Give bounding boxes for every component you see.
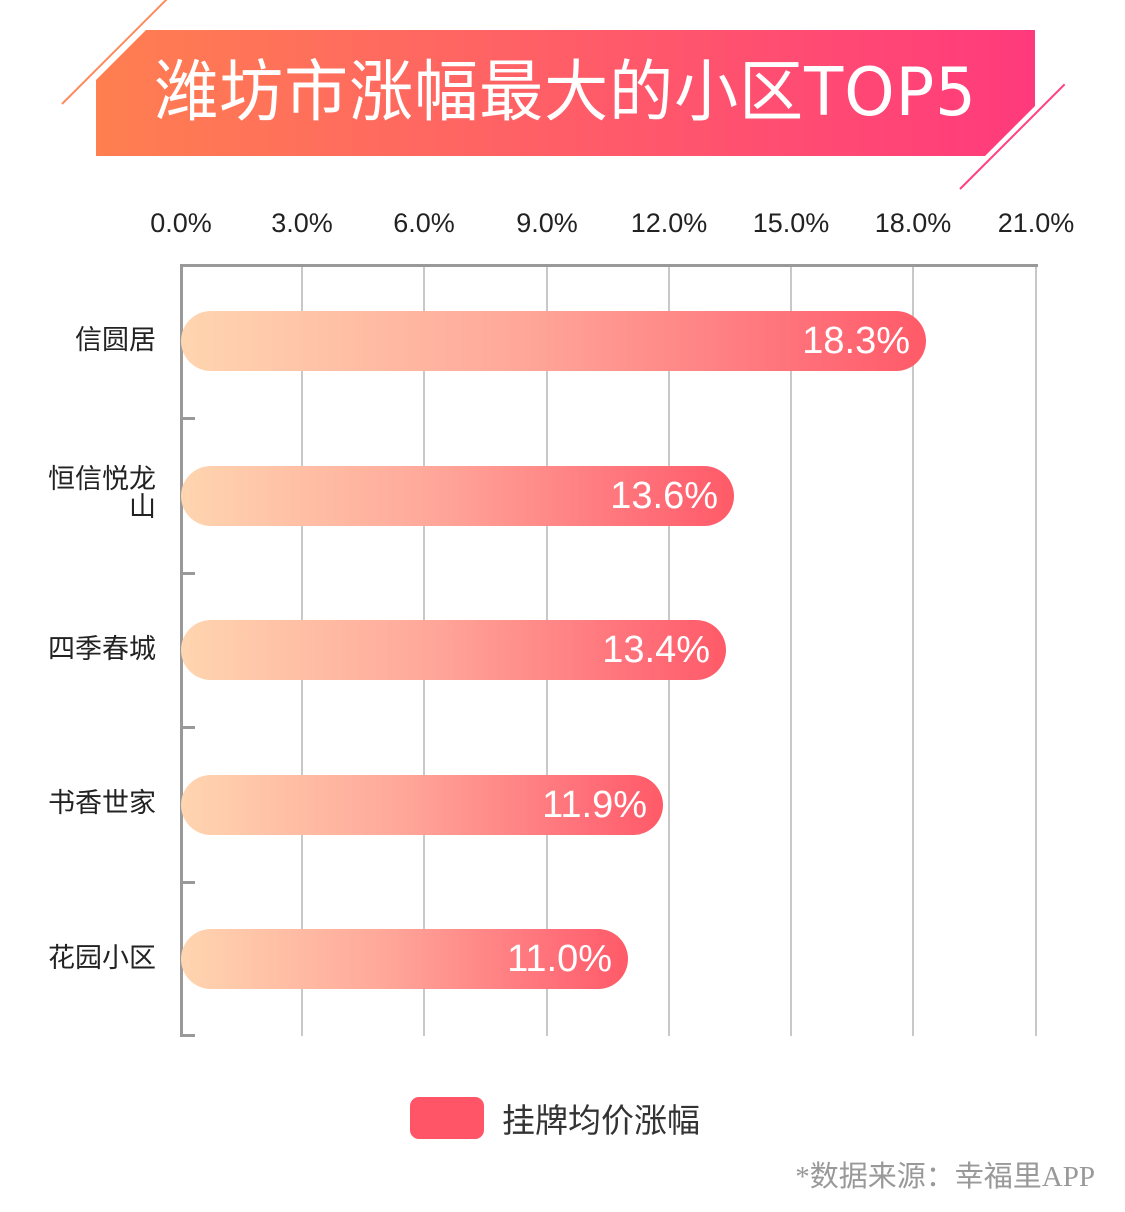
y-axis-tick (183, 417, 195, 420)
bar-value-label: 18.3% (802, 320, 910, 362)
chart-title: 潍坊市涨幅最大的小区TOP5 (154, 54, 977, 132)
x-tick-label: 12.0% (630, 208, 708, 238)
title-banner: 潍坊市涨幅最大的小区TOP5 (96, 30, 1035, 156)
gridline (912, 266, 914, 1036)
category-label-text: 恒信悦龙 (48, 464, 156, 495)
bar-siji-chuncheng: 13.4% (181, 620, 726, 680)
legend-swatch (410, 1097, 484, 1139)
x-tick-label: 0.0% (150, 208, 212, 238)
category-label-text: 四季春城 (48, 634, 156, 665)
legend-label: 挂牌均价涨幅 (502, 1101, 700, 1140)
category-label: 信圆居 (0, 327, 156, 355)
data-source-note: *数据来源：幸福里APP (795, 1161, 1095, 1193)
category-label: 四季春城 (0, 636, 156, 664)
bar-value-label: 13.4% (602, 629, 710, 671)
bar-hengxin-yuelongshan: 13.6% (181, 466, 734, 526)
gridline (790, 266, 792, 1036)
category-label-text: 书香世家 (48, 788, 156, 819)
x-tick-label: 9.0% (516, 208, 578, 238)
x-tick-label: 3.0% (271, 208, 333, 238)
bar-xinyuanju: 18.3% (181, 311, 926, 371)
x-tick-label: 21.0% (997, 208, 1075, 238)
legend: 挂牌均价涨幅 (410, 1094, 700, 1142)
category-label-text: 花园小区 (48, 943, 156, 974)
y-axis-tick (183, 1034, 195, 1037)
category-label: 花园小区 (0, 945, 156, 973)
y-axis-tick (183, 726, 195, 729)
category-label-text-line2: 山 (129, 492, 156, 523)
x-axis-line (180, 264, 1038, 267)
bar-value-label: 11.9% (542, 784, 647, 826)
bar-value-label: 13.6% (610, 475, 718, 517)
category-label: 书香世家 (0, 790, 156, 818)
gridline (1035, 266, 1037, 1036)
bar-value-label: 11.0% (507, 938, 612, 980)
x-tick-label: 6.0% (393, 208, 455, 238)
bar-shuxiang-shijia: 11.9% (181, 775, 663, 835)
category-label: 恒信悦龙 山 (0, 466, 156, 522)
category-label-text: 信圆居 (75, 325, 156, 356)
x-tick-label: 18.0% (874, 208, 952, 238)
y-axis-tick (183, 572, 195, 575)
x-tick-label: 15.0% (752, 208, 830, 238)
y-axis-tick (183, 881, 195, 884)
bar-huayuan-xiaoqu: 11.0% (181, 929, 628, 989)
